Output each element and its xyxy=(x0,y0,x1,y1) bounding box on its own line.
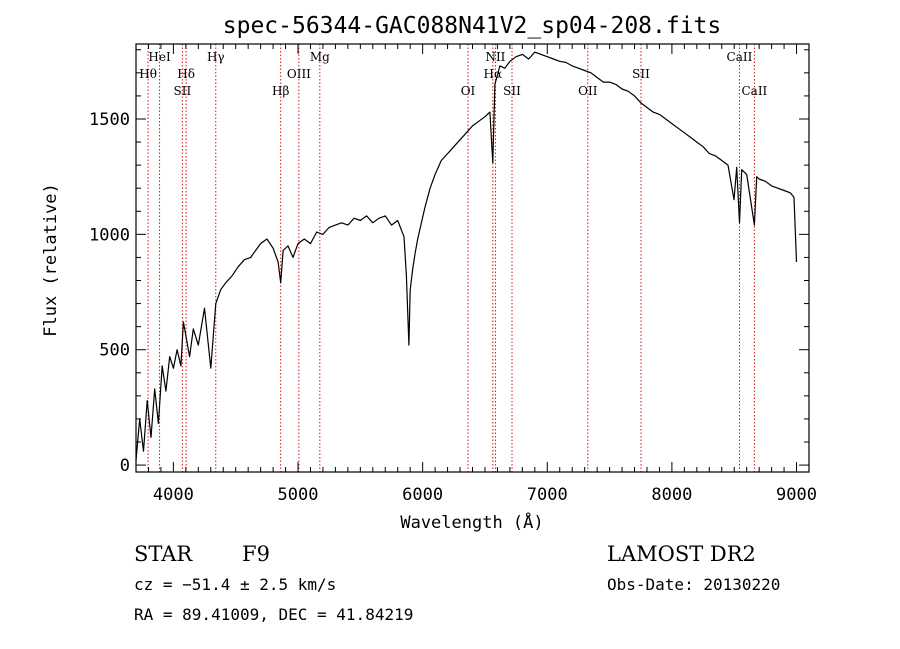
spectral-line-markers xyxy=(147,44,755,472)
line-label: SII xyxy=(174,84,192,98)
line-label: OII xyxy=(578,84,598,98)
line-label: CaII xyxy=(727,50,753,64)
coordinates-text: RA = 89.41009, DEC = 41.84219 xyxy=(134,605,413,624)
spectrum-line xyxy=(135,51,798,461)
line-label: SII xyxy=(503,84,521,98)
x-tick-label: 8000 xyxy=(651,485,692,505)
x-tick-label: 9000 xyxy=(776,485,817,505)
line-label: OI xyxy=(461,84,476,98)
y-tick-label: 1000 xyxy=(89,225,130,245)
object-subclass: F9 xyxy=(242,542,270,566)
line-label: OIII xyxy=(287,67,311,81)
y-tick-label: 0 xyxy=(120,456,130,476)
line-label: CaII xyxy=(741,84,767,98)
line-label: Hγ xyxy=(207,50,225,64)
survey-name: LAMOST DR2 xyxy=(607,542,756,566)
line-label: Hθ xyxy=(139,67,157,81)
x-axis-ticks: 4000 5000 6000 7000 8000 9000 xyxy=(135,44,817,505)
y-axis-label: Flux (relative) xyxy=(41,183,61,337)
chart-title: spec-56344-GAC088N41V2_sp04-208.fits xyxy=(223,13,722,39)
x-tick-label: 6000 xyxy=(402,485,443,505)
line-label: NII xyxy=(485,50,505,64)
y-axis-ticks: 0 500 1000 1500 xyxy=(89,49,809,476)
line-label: SII xyxy=(632,67,650,81)
line-label: Mg xyxy=(310,50,330,64)
x-axis-label: Wavelength (Å) xyxy=(400,511,543,533)
line-label: Hβ xyxy=(272,84,289,98)
y-tick-label: 1500 xyxy=(89,110,130,130)
line-label: Hδ xyxy=(177,67,195,81)
line-label: HeI xyxy=(148,50,171,64)
y-tick-label: 500 xyxy=(99,341,130,361)
line-label: Hα xyxy=(484,67,503,81)
x-tick-label: 4000 xyxy=(153,485,194,505)
x-tick-label: 5000 xyxy=(278,485,319,505)
redshift-text: cz = −51.4 ± 2.5 km/s xyxy=(134,575,336,594)
object-class: STAR xyxy=(134,542,193,566)
plot-frame xyxy=(135,43,810,473)
x-tick-label: 7000 xyxy=(527,485,568,505)
observation-date: Obs-Date: 20130220 xyxy=(607,575,780,594)
